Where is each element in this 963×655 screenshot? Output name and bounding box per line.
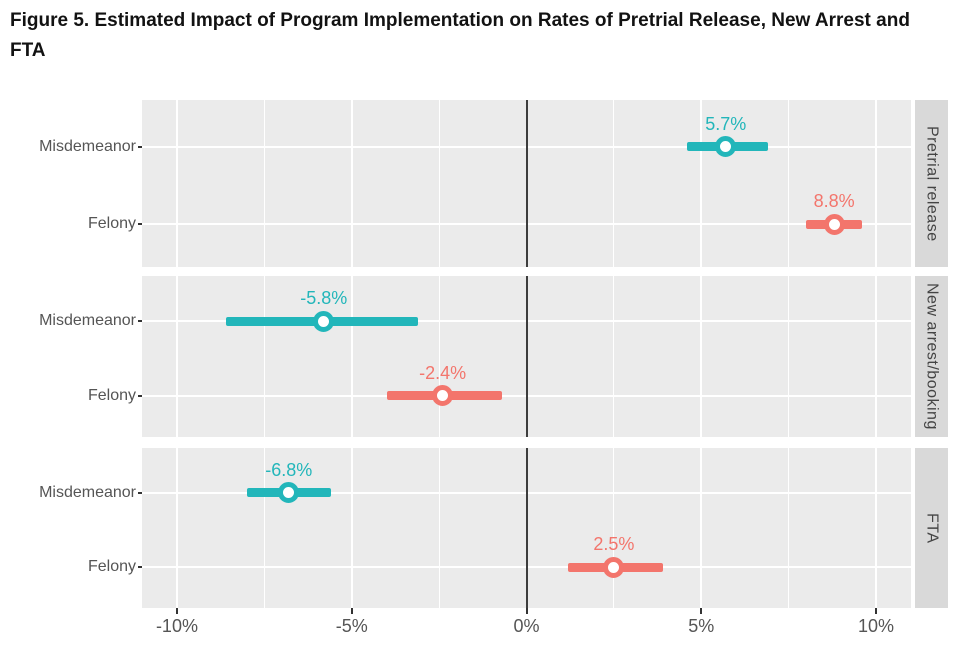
point-marker — [603, 556, 625, 578]
minor-gridline — [263, 100, 265, 267]
major-gridline — [875, 276, 878, 437]
minor-gridline — [263, 448, 265, 608]
point-marker — [313, 310, 335, 332]
facet-strip-3: FTA — [915, 448, 948, 608]
facet-strip-1: Pretrial release — [915, 100, 948, 267]
y-axis-label: Misdemeanor — [39, 137, 136, 155]
x-axis-tick — [525, 608, 528, 614]
facet-strip-label: Pretrial release — [923, 125, 941, 242]
y-axis-tick — [138, 223, 142, 226]
value-label: -2.4% — [419, 362, 467, 383]
value-label: -5.8% — [300, 288, 348, 309]
point-marker — [432, 385, 454, 407]
major-gridline — [175, 448, 178, 608]
x-axis-tick — [875, 608, 878, 614]
y-axis-label: Felony — [87, 558, 136, 576]
y-axis-label: Misdemeanor — [39, 312, 136, 330]
point-marker — [823, 213, 845, 235]
major-gridline — [175, 100, 178, 267]
minor-gridline — [438, 448, 440, 608]
x-axis-tick — [700, 608, 703, 614]
y-axis-tick — [138, 491, 142, 494]
major-gridline — [175, 276, 178, 437]
facet-panel-1: 5.7% 8.8% — [142, 100, 911, 267]
y-axis-label: Misdemeanor — [39, 483, 136, 501]
major-gridline — [700, 276, 703, 437]
minor-gridline — [788, 276, 790, 437]
facet-strip-2: New arrest/booking — [915, 276, 948, 437]
y-axis-tick — [138, 145, 142, 148]
facet-strip-label: New arrest/booking — [923, 283, 941, 430]
value-label: 8.8% — [813, 191, 855, 212]
value-label: 5.7% — [705, 113, 747, 134]
major-gridline — [700, 100, 703, 267]
figure-title: Figure 5. Estimated Impact of Program Im… — [10, 10, 910, 61]
x-tick-label: -10% — [155, 616, 198, 636]
y-axis-tick — [138, 566, 142, 569]
minor-gridline — [438, 276, 440, 437]
major-gridline — [875, 100, 878, 267]
minor-gridline — [613, 100, 615, 267]
facet-panel-3: -6.8% 2.5% — [142, 448, 911, 608]
minor-gridline — [788, 448, 790, 608]
point-marker — [278, 482, 300, 504]
y-axis-tick — [138, 320, 142, 323]
major-gridline — [350, 276, 353, 437]
major-gridline — [700, 448, 703, 608]
major-gridline — [350, 100, 353, 267]
facet-strip-label: FTA — [923, 512, 941, 544]
x-axis-tick — [175, 608, 178, 614]
minor-gridline — [788, 100, 790, 267]
major-gridline — [350, 448, 353, 608]
minor-gridline — [263, 276, 265, 437]
minor-gridline — [438, 100, 440, 267]
zero-reference-line — [525, 276, 528, 437]
facet-panel-2: -5.8% -2.4% — [142, 276, 911, 437]
zero-reference-line — [525, 100, 528, 267]
y-axis-label: Felony — [87, 215, 136, 233]
y-axis-tick — [138, 394, 142, 397]
value-label: -6.8% — [265, 459, 313, 480]
x-tick-label: 5% — [688, 616, 715, 636]
y-axis-label: Felony — [87, 386, 136, 404]
x-tick-label: 0% — [513, 616, 540, 636]
x-tick-label: -5% — [335, 616, 368, 636]
x-axis-tick — [350, 608, 353, 614]
value-label: 2.5% — [593, 534, 635, 555]
zero-reference-line — [525, 448, 528, 608]
major-gridline — [875, 448, 878, 608]
x-tick-label: 10% — [858, 616, 895, 636]
minor-gridline — [613, 276, 615, 437]
minor-gridline — [613, 448, 615, 608]
point-marker — [715, 136, 737, 158]
